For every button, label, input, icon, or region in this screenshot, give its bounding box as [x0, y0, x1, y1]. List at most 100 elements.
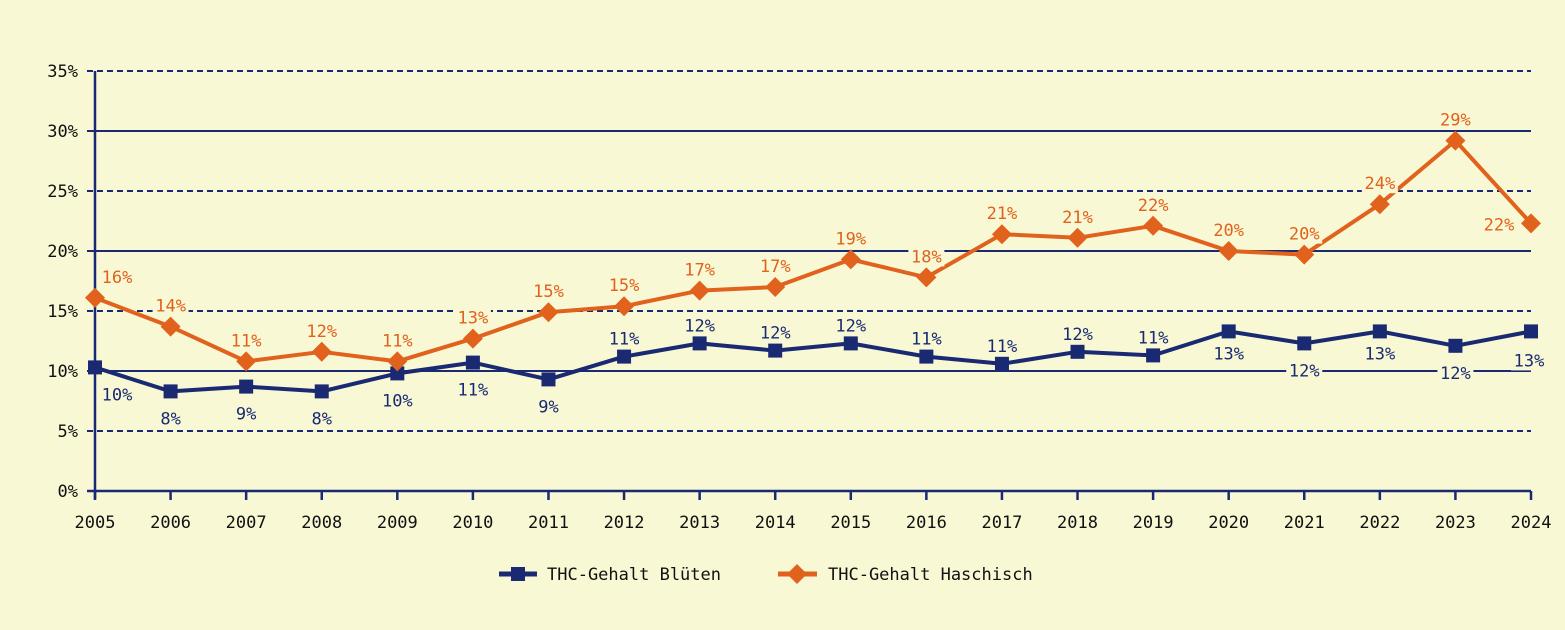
y-tick-label: 0%	[58, 482, 78, 502]
x-tick-label: 2012	[604, 513, 645, 533]
data-label-haschisch-bg	[303, 321, 340, 341]
data-label-blueten-bg	[308, 409, 335, 429]
y-tick-label: 20%	[47, 242, 78, 262]
data-label-blueten: 8%	[311, 409, 331, 429]
data-point-blueten	[768, 343, 783, 358]
data-label-blueten-bg	[1210, 344, 1247, 364]
data-label-blueten: 11%	[987, 337, 1018, 357]
data-label-haschisch-bg	[1286, 224, 1323, 244]
x-tick-label: 2015	[830, 513, 871, 533]
data-point-blueten	[1297, 336, 1312, 351]
data-label-blueten-bg	[606, 329, 643, 349]
data-point-haschisch	[765, 277, 786, 297]
data-point-blueten	[88, 360, 102, 375]
data-label-blueten-bg	[157, 409, 184, 429]
data-label-haschisch: 17%	[684, 261, 715, 281]
data-label-haschisch-bg	[228, 331, 265, 351]
data-label-haschisch: 19%	[835, 229, 866, 249]
data-label-blueten-bg	[681, 316, 718, 336]
data-label-haschisch: 15%	[609, 276, 640, 296]
legend-marker-square-icon	[511, 567, 525, 581]
data-label-blueten: 13%	[1514, 351, 1545, 371]
data-label-haschisch: 22%	[1484, 215, 1515, 235]
data-point-haschisch	[387, 351, 408, 372]
y-tick-label: 25%	[47, 182, 78, 202]
data-label-haschisch-bg	[1481, 215, 1517, 235]
data-point-blueten	[163, 384, 178, 399]
data-label-haschisch: 20%	[1213, 221, 1244, 241]
data-point-blueten	[1070, 344, 1085, 359]
x-tick-label: 2009	[377, 513, 418, 533]
data-label-haschisch-bg	[1437, 110, 1474, 130]
data-label-haschisch-bg	[1210, 221, 1247, 240]
x-tick-label: 2013	[679, 513, 720, 533]
data-point-haschisch	[1369, 194, 1390, 215]
data-label-haschisch: 24%	[1364, 174, 1395, 194]
data-label-haschisch-bg	[530, 282, 567, 302]
data-label-blueten-bg	[1361, 344, 1398, 364]
data-label-blueten: 9%	[236, 405, 256, 425]
data-label-blueten: 11%	[609, 330, 640, 350]
x-tick-label: 2005	[75, 513, 116, 533]
data-label-haschisch-bg	[757, 257, 794, 276]
data-point-blueten	[692, 336, 707, 351]
x-tick-label: 2007	[226, 513, 267, 533]
y-axis-ticks: 0% 5% 10% 15% 20% 25% 30% 35%	[47, 62, 78, 502]
data-label-blueten: 12%	[835, 316, 866, 336]
data-label-haschisch-bg	[983, 204, 1020, 224]
axes	[87, 71, 1531, 499]
data-point-haschisch	[1294, 244, 1315, 265]
data-point-blueten	[919, 349, 934, 364]
data-label-blueten: 12%	[684, 316, 715, 336]
data-label-blueten: 12%	[1289, 361, 1320, 381]
data-label-haschisch-bg	[1135, 195, 1172, 215]
data-label-haschisch: 18%	[911, 247, 942, 267]
data-label-haschisch: 17%	[760, 257, 791, 277]
data-label-haschisch-bg	[681, 260, 718, 280]
data-label-blueten: 8%	[160, 409, 180, 429]
data-label-haschisch: 13%	[458, 309, 489, 329]
data-label-blueten-bg	[379, 391, 416, 411]
data-labels-layer: 10% 8% 9% 8% 10% 11% 9% 11% 12% 12% 12% 11% 11% 12% 11…	[99, 110, 1547, 429]
data-point-blueten	[843, 336, 858, 351]
data-point-haschisch	[840, 249, 861, 270]
x-tick-label: 2022	[1359, 513, 1400, 533]
x-tick-label: 2024	[1511, 513, 1552, 533]
legend: THC-Gehalt Blüten THC-Gehalt Haschisch	[499, 564, 1033, 585]
data-label-haschisch-bg	[606, 276, 643, 296]
legend-label-haschisch: THC-Gehalt Haschisch	[828, 565, 1033, 585]
x-axis-ticks: 2005 2006 2007 2008 2009 2010 2011 2012 2013 2014…	[75, 491, 1552, 533]
data-label-blueten: 13%	[1364, 344, 1395, 364]
data-label-haschisch: 21%	[1062, 208, 1093, 228]
data-label-blueten: 11%	[911, 330, 942, 350]
data-point-haschisch	[1218, 241, 1239, 261]
data-label-blueten: 10%	[382, 391, 413, 411]
gridlines	[87, 70, 1531, 432]
data-point-blueten	[1372, 324, 1387, 339]
legend-marker-diamond-icon	[787, 564, 807, 584]
data-point-haschisch	[1445, 130, 1466, 151]
data-point-blueten	[1146, 348, 1161, 363]
data-label-blueten: 12%	[1062, 325, 1093, 345]
y-tick-label: 30%	[47, 122, 78, 142]
x-tick-label: 2011	[528, 513, 569, 533]
y-tick-label: 5%	[58, 422, 78, 442]
y-tick-label: 10%	[47, 362, 78, 382]
data-label-haschisch-bg	[1361, 174, 1398, 194]
x-tick-label: 2023	[1435, 513, 1476, 533]
data-point-haschisch	[916, 267, 937, 288]
data-point-haschisch	[991, 224, 1012, 245]
data-label-haschisch-bg	[1059, 207, 1096, 227]
series-layer	[85, 130, 1541, 399]
x-tick-label: 2014	[755, 513, 796, 533]
data-label-haschisch: 11%	[231, 331, 262, 351]
x-tick-label: 2019	[1133, 513, 1174, 533]
data-point-blueten	[1221, 324, 1236, 339]
data-point-blueten	[1524, 324, 1538, 339]
data-label-haschisch-bg	[908, 247, 945, 267]
data-label-blueten-bg	[454, 380, 491, 400]
data-label-haschisch: 16%	[102, 268, 133, 288]
data-point-haschisch	[614, 296, 635, 317]
series-line-haschisch	[94, 138, 1533, 364]
data-label-blueten-bg	[1135, 328, 1172, 348]
